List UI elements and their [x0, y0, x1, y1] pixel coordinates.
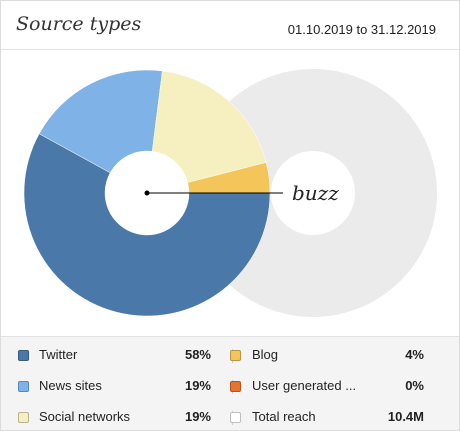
legend-item-twitter[interactable]: Twitter 58%: [1, 346, 232, 366]
source-types-donut-chart: buzz: [23, 69, 437, 317]
slice-news-sites[interactable]: [38, 69, 163, 174]
legend-value: 10.4M: [387, 409, 424, 424]
legend-value: 19%: [184, 409, 211, 424]
chart-center-label: buzz: [292, 181, 339, 205]
legend: Twitter 58% News sites 19% Social networ…: [1, 336, 459, 430]
legend-value: 0%: [405, 378, 424, 393]
legend-swatch: [18, 381, 29, 392]
legend-label: News sites: [39, 378, 102, 393]
legend-value: 19%: [184, 378, 211, 393]
legend-value: 58%: [184, 347, 211, 362]
widget-header: Source types 01.10.2019 to 31.12.2019: [1, 1, 459, 50]
slice-social-networks[interactable]: [151, 70, 267, 183]
legend-value: 4%: [405, 347, 424, 362]
legend-item-user-generated[interactable]: User generated ... 0%: [230, 377, 459, 397]
legend-item-total-reach[interactable]: Total reach 10.4M: [230, 408, 459, 428]
legend-label: Social networks: [39, 409, 131, 424]
legend-item-blog[interactable]: Blog 4%: [230, 346, 459, 366]
legend-item-news-sites[interactable]: News sites 19%: [1, 377, 232, 397]
legend-label: User generated ...: [252, 378, 357, 393]
legend-item-social-networks[interactable]: Social networks 19%: [1, 408, 232, 428]
legend-swatch: [230, 350, 241, 361]
slice-twitter[interactable]: [23, 133, 271, 317]
legend-label: Total reach: [252, 409, 316, 424]
label-pointer-dot: [144, 190, 150, 196]
legend-swatch: [230, 381, 241, 392]
legend-swatch: [18, 412, 29, 423]
widget-title: Source types: [16, 13, 142, 35]
legend-label: Twitter: [39, 347, 78, 362]
legend-label: Blog: [252, 347, 279, 362]
legend-swatch: [230, 412, 241, 423]
legend-swatch: [18, 350, 29, 361]
date-range: 01.10.2019 to 31.12.2019: [287, 22, 436, 37]
